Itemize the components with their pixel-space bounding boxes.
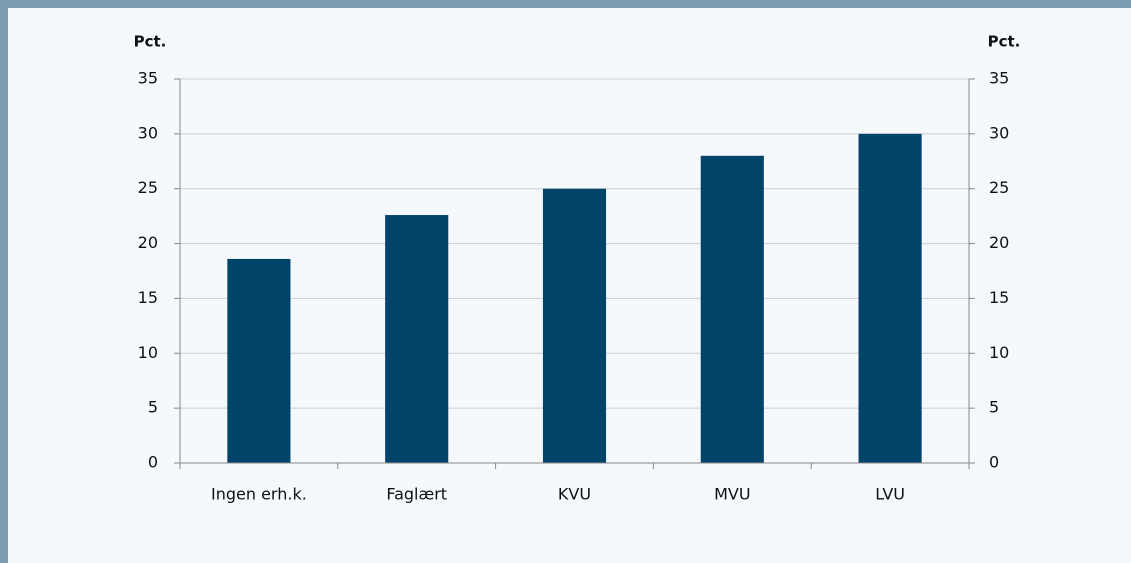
- x-tick-label: MVU: [714, 485, 750, 504]
- y-tick-label: 25: [138, 178, 158, 197]
- y2-tick-label: 5: [989, 398, 999, 417]
- y-axis-label: Pct.: [134, 33, 167, 51]
- y-tick-label: 15: [138, 288, 158, 307]
- y2-tick-label: 10: [989, 343, 1009, 362]
- y-tick-label: 0: [148, 453, 158, 472]
- y-tick-label: 5: [148, 398, 158, 417]
- x-tick-label: LVU: [875, 485, 905, 504]
- y2-tick-label: 0: [989, 453, 999, 472]
- y2-tick-label: 25: [989, 178, 1009, 197]
- y2-tick-label: 20: [989, 233, 1009, 252]
- y-tick-label: 20: [138, 233, 158, 252]
- bar: [542, 188, 607, 463]
- bar: [700, 155, 764, 464]
- x-tick-label: Ingen erh.k.: [211, 485, 307, 504]
- y-tick-label: 35: [138, 69, 158, 88]
- x-tick-label: Faglært: [386, 485, 447, 504]
- y-tick-label: 10: [138, 343, 158, 362]
- bar: [385, 215, 449, 463]
- x-tick-label: KVU: [558, 485, 591, 504]
- bar: [227, 258, 291, 463]
- y2-tick-label: 35: [989, 69, 1009, 88]
- y2-tick-label: 30: [989, 123, 1009, 142]
- y2-axis-label: Pct.: [988, 33, 1021, 51]
- y-tick-label: 30: [138, 123, 158, 142]
- y2-tick-label: 15: [989, 288, 1009, 307]
- bar: [858, 133, 922, 463]
